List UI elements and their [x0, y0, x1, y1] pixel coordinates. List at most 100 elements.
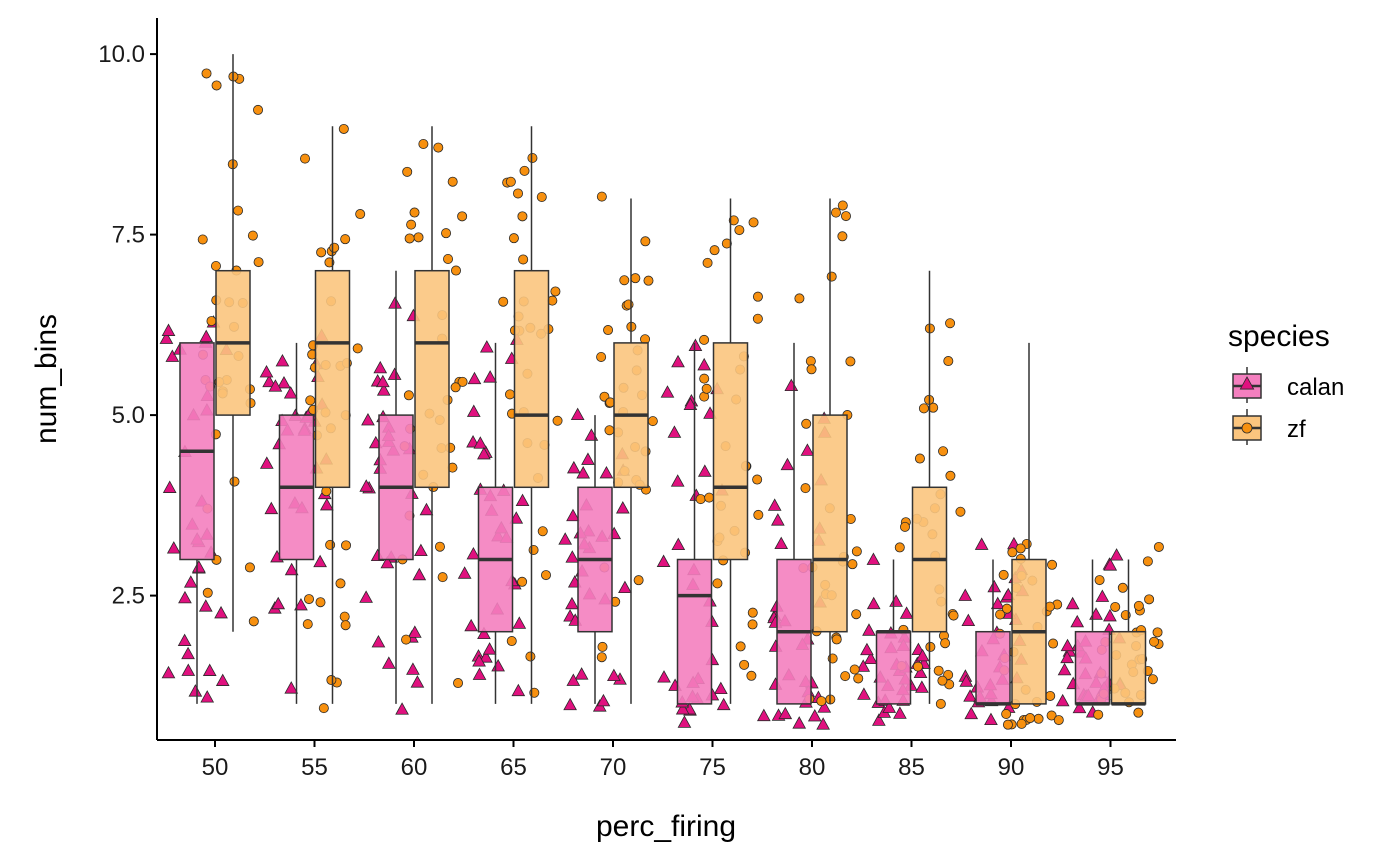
calan-data-point [856, 659, 871, 672]
zf-data-point [402, 166, 413, 177]
calan-data-point [262, 374, 276, 388]
calan-data-point [618, 580, 632, 594]
calan-data-point [259, 364, 274, 378]
calan-box-55 [278, 342, 315, 704]
calan-data-point [576, 466, 591, 479]
calan-data-point [1089, 607, 1103, 620]
calan-data-point [915, 680, 929, 693]
calan-data-point [778, 706, 793, 720]
calan-box-75 [676, 342, 713, 705]
calan-data-point [284, 681, 299, 694]
zf-data-point [899, 521, 910, 532]
zf-data-point [840, 211, 851, 222]
calan-data-point [915, 648, 930, 662]
calan-data-point [816, 717, 830, 730]
zf-data-point [747, 607, 758, 618]
zf-data-point [826, 271, 837, 282]
calan-data-point [259, 456, 274, 469]
calan-data-point [1095, 589, 1110, 602]
zf-data-point [1002, 719, 1013, 730]
calan-data-point [767, 498, 782, 511]
calan-data-point [162, 480, 177, 493]
zf-data-point [699, 373, 710, 384]
calan-data-point [491, 659, 505, 672]
zf-data-point [752, 291, 763, 302]
y-axis-title: num_bins [30, 314, 63, 444]
calan-data-point [1060, 638, 1075, 652]
zf-data-point [1048, 638, 1059, 649]
calan-data-point [893, 706, 907, 719]
zf-data-point [945, 318, 956, 329]
calan-iqr-rect [975, 630, 1011, 705]
zf-data-point [352, 343, 363, 354]
calan-data-point [191, 560, 206, 573]
calan-box-90 [975, 559, 1011, 706]
calan-data-point [713, 681, 728, 695]
zf-data-point [849, 664, 860, 675]
calan-data-point [166, 541, 181, 554]
calan-data-point [313, 554, 327, 568]
legend-key-circle [1241, 422, 1253, 434]
zf-data-point [734, 225, 745, 236]
calan-data-point [467, 371, 482, 385]
calan-box-95 [1074, 559, 1111, 706]
calan-box-85 [875, 559, 912, 705]
calan-data-point [294, 597, 308, 611]
calan-data-point [188, 684, 203, 697]
calan-data-point [860, 642, 874, 656]
calan-data-point [1109, 548, 1124, 561]
zf-data-point [206, 316, 217, 327]
zf-data-point [409, 207, 420, 218]
calan-data-point [161, 665, 176, 679]
zf-data-point [604, 425, 615, 436]
calan-data-point [784, 378, 799, 391]
zf-data-point [647, 416, 658, 427]
zf-data-point [853, 673, 864, 684]
calan-data-point [774, 536, 789, 550]
calan-data-point [959, 674, 974, 687]
calan-data-point [161, 323, 176, 336]
zf-data-point [1001, 709, 1012, 720]
calan-box-80 [776, 342, 812, 705]
calan-data-point [987, 579, 1002, 593]
zf-box-50 [215, 54, 251, 632]
zf-data-point [925, 641, 936, 652]
calan-data-point [871, 713, 886, 726]
zf-data-point [597, 641, 608, 652]
calan-data-point [477, 446, 491, 460]
zf-data-point [457, 376, 468, 387]
zf-data-point [1047, 559, 1058, 570]
zf-data-point [794, 293, 805, 304]
zf-data-point [401, 634, 412, 645]
calan-data-point [565, 596, 579, 610]
x-tick-label: 95 [1097, 754, 1124, 781]
zf-data-point [504, 389, 515, 400]
y-tick-label: 7.5 [112, 222, 145, 249]
calan-data-point [1070, 614, 1085, 628]
zf-data-point [247, 230, 258, 241]
calan-data-point [387, 367, 402, 380]
zf-data-point [1046, 710, 1057, 721]
calan-data-point [683, 397, 698, 410]
calan-iqr-rect [875, 630, 912, 705]
zf-data-point [596, 191, 607, 202]
calan-data-point [599, 465, 614, 479]
zf-box-95 [1110, 559, 1147, 706]
calan-data-point [177, 633, 192, 646]
y-tick-label: 2.5 [112, 583, 145, 610]
calan-data-point [667, 425, 682, 438]
zf-data-point [338, 123, 349, 134]
calan-box-50 [179, 342, 215, 704]
zf-data-point [709, 245, 720, 256]
zf-iqr-rect [712, 342, 749, 561]
calan-data-point [567, 460, 581, 474]
zf-iqr-rect [812, 414, 848, 633]
zf-data-point [955, 506, 966, 517]
zf-data-point [451, 265, 462, 276]
zf-data-point [403, 390, 414, 401]
tick-labels: 2.5 5.0 7.5 10.0 50 55 60 65 70 75 80 85 90 95 [98, 41, 1124, 781]
zf-iqr-rect [1110, 630, 1147, 705]
calan-data-point [215, 673, 230, 686]
calan-data-point [889, 594, 903, 607]
zf-box-80 [812, 198, 848, 704]
